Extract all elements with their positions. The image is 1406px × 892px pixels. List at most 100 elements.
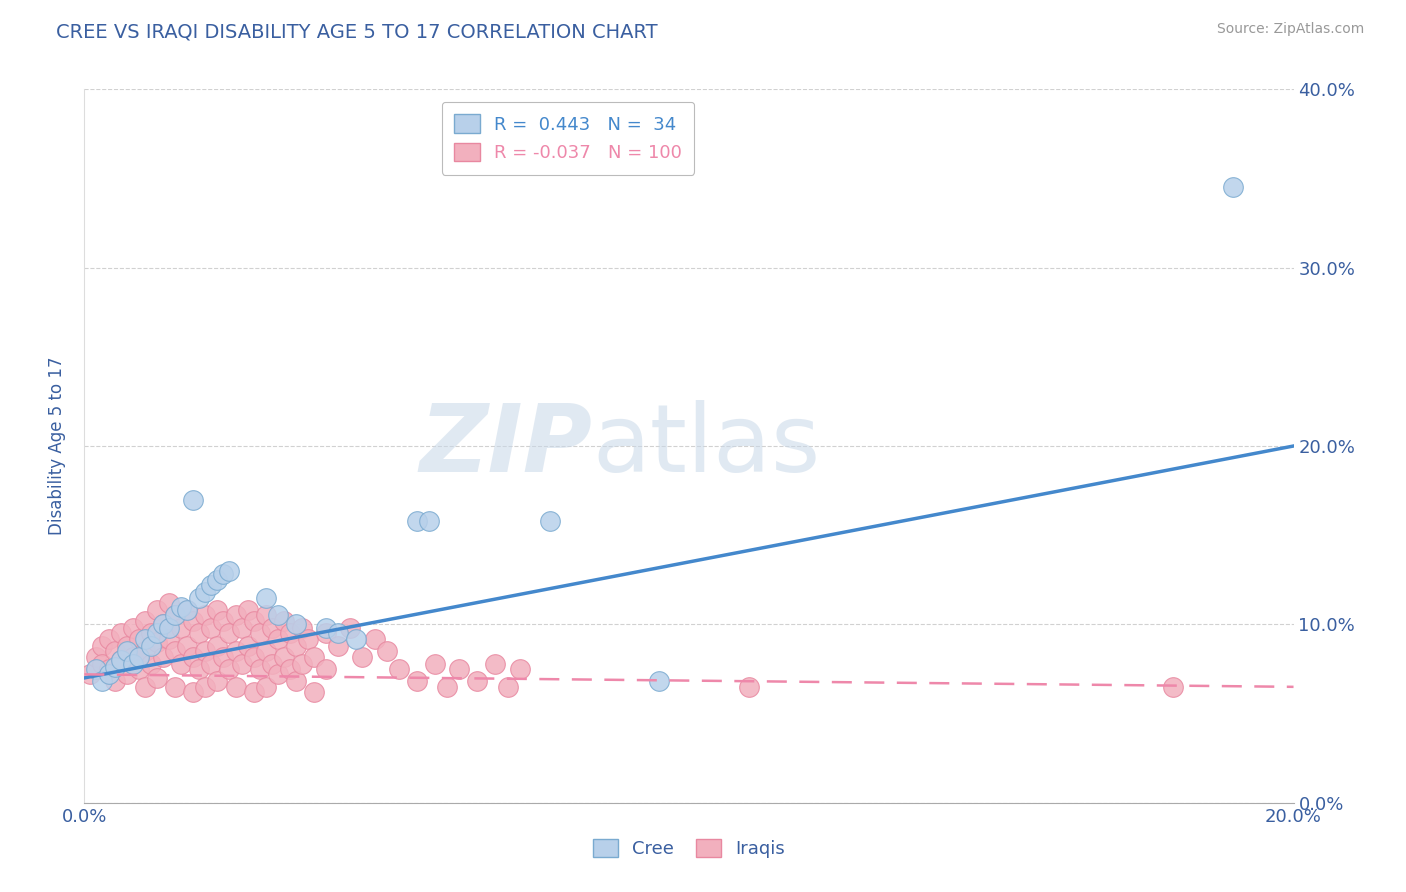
Legend: Cree, Iraqis: Cree, Iraqis — [585, 831, 793, 865]
Point — [121, 649, 143, 664]
Point — [110, 653, 132, 667]
Point — [231, 657, 253, 671]
Point — [146, 671, 169, 685]
Point — [115, 644, 138, 658]
Point — [339, 621, 361, 635]
Point — [225, 644, 247, 658]
Point — [273, 649, 295, 664]
Point — [115, 639, 138, 653]
Point — [418, 514, 440, 528]
Y-axis label: Disability Age 5 to 17: Disability Age 5 to 17 — [48, 357, 66, 535]
Point — [509, 662, 531, 676]
Point — [738, 680, 761, 694]
Point — [285, 639, 308, 653]
Point — [273, 614, 295, 628]
Point — [152, 649, 174, 664]
Point — [249, 626, 271, 640]
Point — [267, 632, 290, 646]
Point — [165, 608, 187, 623]
Point — [134, 680, 156, 694]
Point — [188, 626, 211, 640]
Point — [291, 621, 314, 635]
Point — [285, 617, 308, 632]
Point — [260, 657, 283, 671]
Point — [207, 674, 229, 689]
Point — [278, 662, 301, 676]
Point — [86, 649, 108, 664]
Point — [188, 662, 211, 676]
Point — [97, 632, 120, 646]
Point — [91, 657, 114, 671]
Point — [146, 635, 169, 649]
Point — [128, 632, 150, 646]
Point — [79, 667, 101, 681]
Point — [436, 680, 458, 694]
Point — [467, 674, 489, 689]
Point — [218, 626, 240, 640]
Point — [134, 632, 156, 646]
Point — [139, 639, 162, 653]
Point — [194, 608, 217, 623]
Point — [165, 680, 187, 694]
Point — [104, 674, 127, 689]
Point — [207, 573, 229, 587]
Point — [121, 657, 143, 671]
Point — [194, 644, 217, 658]
Point — [146, 626, 169, 640]
Point — [97, 667, 120, 681]
Point — [207, 603, 229, 617]
Point — [170, 599, 193, 614]
Point — [254, 644, 277, 658]
Point — [225, 680, 247, 694]
Point — [291, 657, 314, 671]
Point — [157, 621, 180, 635]
Point — [181, 649, 204, 664]
Point — [152, 617, 174, 632]
Point — [267, 608, 290, 623]
Point — [139, 657, 162, 671]
Point — [363, 632, 385, 646]
Point — [267, 667, 290, 681]
Point — [236, 639, 259, 653]
Text: CREE VS IRAQI DISABILITY AGE 5 TO 17 CORRELATION CHART: CREE VS IRAQI DISABILITY AGE 5 TO 17 COR… — [56, 22, 658, 41]
Point — [315, 626, 337, 640]
Point — [406, 514, 429, 528]
Point — [484, 657, 506, 671]
Text: ZIP: ZIP — [419, 400, 592, 492]
Text: Source: ZipAtlas.com: Source: ZipAtlas.com — [1216, 22, 1364, 37]
Point — [297, 632, 319, 646]
Point — [181, 685, 204, 699]
Point — [176, 603, 198, 617]
Point — [176, 603, 198, 617]
Point — [388, 662, 411, 676]
Point — [260, 621, 283, 635]
Point — [249, 662, 271, 676]
Point — [302, 649, 325, 664]
Point — [181, 492, 204, 507]
Point — [91, 674, 114, 689]
Point — [139, 626, 162, 640]
Point — [254, 591, 277, 605]
Point — [218, 662, 240, 676]
Point — [231, 621, 253, 635]
Point — [115, 667, 138, 681]
Point — [236, 603, 259, 617]
Point — [212, 649, 235, 664]
Point — [242, 614, 264, 628]
Point — [254, 680, 277, 694]
Point — [648, 674, 671, 689]
Point — [1161, 680, 1184, 694]
Point — [97, 662, 120, 676]
Point — [315, 662, 337, 676]
Point — [352, 649, 374, 664]
Point — [207, 639, 229, 653]
Point — [176, 639, 198, 653]
Point — [165, 608, 187, 623]
Point — [121, 621, 143, 635]
Point — [194, 680, 217, 694]
Point — [181, 614, 204, 628]
Point — [242, 649, 264, 664]
Point — [254, 608, 277, 623]
Point — [449, 662, 471, 676]
Point — [218, 564, 240, 578]
